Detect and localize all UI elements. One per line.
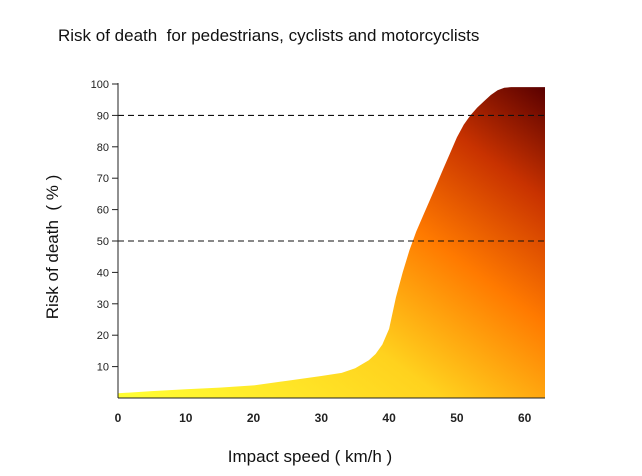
x-tick-label-10: 10 bbox=[179, 411, 193, 425]
y-tick-label-60: 60 bbox=[97, 205, 109, 217]
x-tick-label-60: 60 bbox=[518, 411, 532, 425]
chart-title: Risk of death for pedestrians, cyclists … bbox=[58, 26, 480, 45]
reference-lines bbox=[118, 114, 545, 242]
y-tick-label-80: 80 bbox=[97, 142, 109, 154]
axes: 10 20 30 40 50 60 70 80 90 100 0 10 20 30 40 50 60 bbox=[91, 79, 545, 425]
y-tick-label-20: 20 bbox=[97, 330, 109, 342]
y-tick-label-70: 70 bbox=[97, 173, 109, 185]
y-tick-label-40: 40 bbox=[97, 267, 109, 279]
area-layer bbox=[118, 87, 545, 398]
x-axis-label: Impact speed ( km/h ) bbox=[228, 447, 392, 466]
y-tick-label-30: 30 bbox=[97, 299, 109, 311]
risk-area bbox=[118, 87, 545, 398]
y-axis-label: Risk of death ( % ) bbox=[43, 175, 62, 320]
x-tick-label-50: 50 bbox=[450, 411, 464, 425]
y-tick-label-50: 50 bbox=[97, 236, 109, 248]
y-tick-label-90: 90 bbox=[97, 110, 109, 122]
x-tick-label-20: 20 bbox=[247, 411, 261, 425]
x-tick-label-40: 40 bbox=[382, 411, 396, 425]
x-tick-label-0: 0 bbox=[115, 411, 122, 425]
y-tick-label-10: 10 bbox=[97, 362, 109, 374]
y-tick-label-100: 100 bbox=[91, 79, 109, 91]
x-tick-label-30: 30 bbox=[315, 411, 329, 425]
